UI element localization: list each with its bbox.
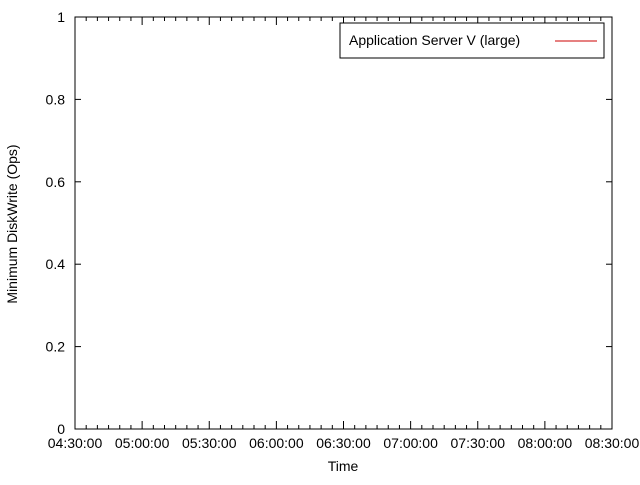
- x-tick-label: 05:30:00: [182, 435, 237, 451]
- x-tick-label: 07:00:00: [383, 435, 438, 451]
- legend-entry-label: Application Server V (large): [349, 32, 520, 48]
- axes-layer: [74, 16, 613, 430]
- legend: Application Server V (large): [339, 22, 605, 59]
- x-tick-label: 06:00:00: [249, 435, 304, 451]
- x-tick-label: 08:30:00: [585, 435, 640, 451]
- y-axis-label: Minimum DiskWrite (Ops): [4, 144, 20, 303]
- x-tick-label: 05:00:00: [115, 435, 170, 451]
- y-tick-label: 0.2: [46, 339, 66, 355]
- ticks-layer: 0 0.2 0.4 0.6 0.8 1 04:30:00 05:00:00 05:30:00 06…: [46, 9, 640, 451]
- x-axis-label: Time: [328, 458, 359, 474]
- y-tick-label: 0: [57, 421, 65, 437]
- plot-frame: [74, 16, 613, 430]
- y-tick-label: 1: [57, 9, 65, 25]
- x-tick-label: 08:00:00: [518, 435, 573, 451]
- y-tick-label: 0.6: [46, 174, 66, 190]
- x-tick-label: 04:30:00: [48, 435, 103, 451]
- x-tick-label: 07:30:00: [451, 435, 506, 451]
- y-tick-label: 0.4: [46, 256, 66, 272]
- y-tick-label: 0.8: [46, 91, 66, 107]
- x-tick-label: 06:30:00: [316, 435, 371, 451]
